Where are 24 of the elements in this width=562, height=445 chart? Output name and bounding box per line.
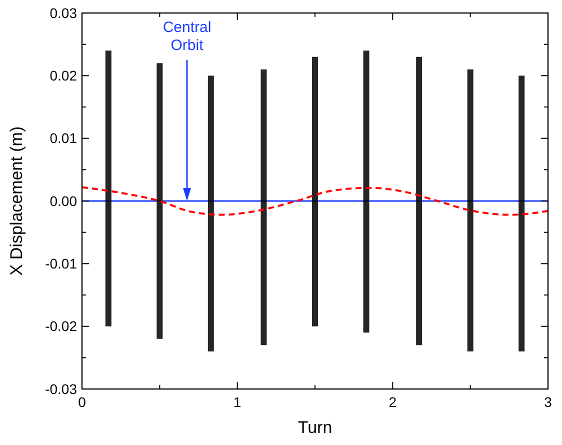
bar — [260, 69, 267, 346]
bar — [105, 50, 112, 326]
x-tick-label: 1 — [233, 394, 242, 410]
line-series — [81, 186, 549, 216]
bar — [208, 76, 214, 352]
y-tick-label: 0.00 — [50, 192, 78, 209]
y-axis-title: X Displacement (m) — [7, 126, 26, 276]
x-axis-title: Turn — [298, 418, 332, 437]
annotation: Central Orbit — [162, 19, 212, 54]
bar — [518, 76, 525, 352]
x-tick-label: 2 — [388, 394, 397, 410]
y-tick-label: -0.02 — [45, 318, 78, 334]
bar — [416, 56, 422, 346]
bar — [156, 63, 163, 339]
bar — [363, 50, 370, 333]
y-tick-label: 0.01 — [50, 130, 78, 146]
bar — [312, 56, 318, 326]
x-tick-label: 0 — [78, 394, 86, 410]
bar — [467, 69, 474, 352]
y-tick-label: -0.03 — [45, 380, 78, 397]
y-tick-label: 0.03 — [50, 4, 78, 21]
x-tick-label: 3 — [544, 394, 552, 410]
y-tick-label: 0.02 — [50, 68, 78, 84]
y-tick-label: -0.01 — [45, 256, 78, 272]
